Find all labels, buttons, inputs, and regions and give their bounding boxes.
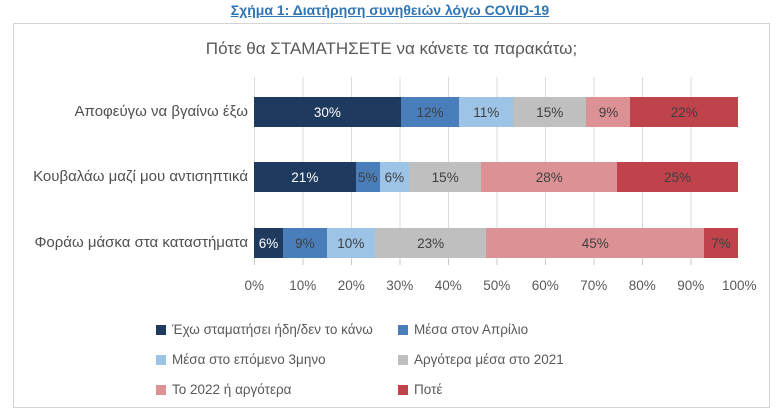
category-label: Φοράω μάσκα στα καταστήματα [34,234,248,251]
legend-item: Έχω σταματήσει ήδη/δεν το κάνω [156,321,416,338]
stacked-bar: 6% 9% 10% 23% 45% 7% [254,228,738,258]
legend-label: Το 2022 ή αργότερα [172,382,292,397]
chart-title: Πότε θα ΣΤΑΜΑΤΗΣΕΤΕ να κάνετε τα παρακάτ… [205,39,578,58]
x-axis-tick-label: 20% [337,278,365,293]
legend-swatch [398,324,408,335]
chart-container: Πότε θα ΣΤΑΜΑΤΗΣΕΤΕ να κάνετε τα παρακάτ… [13,23,770,408]
legend-item: Ποτέ [398,381,658,398]
x-axis-tick-label: 30% [386,278,414,293]
legend-swatch [398,384,408,395]
bar-segment: 9% [586,97,631,127]
legend-label: Μέσα στον Απρίλιο [414,322,529,337]
bar-segment: 6% [254,228,284,258]
legend-swatch [156,384,166,395]
bar-segment: 25% [617,162,738,192]
category-label: Αποφεύγω να βγαίνω έξω [74,103,248,120]
x-axis-tick-label: 100% [721,278,757,293]
stacked-bar: 30% 12% 11% 15% 9% 22% [254,97,739,127]
stacked-bar: 21% 5% 6% 15% 28% 25% [254,162,738,192]
bar-segment: 12% [400,97,460,127]
legend-item: Μέσα στον Απρίλιο [398,321,658,338]
legend-column-2: Μέσα στον Απρίλιο Αργότερα μέσα στο 2021 Π… [398,321,658,411]
figure-caption: Σχήμα 1: Διατήρηση συνηθειών λόγω COVID-… [230,2,550,18]
legend-swatch [398,354,408,365]
bar-segment: 15% [408,162,482,192]
x-axis-tick-label: 80% [628,278,656,293]
legend-swatch [156,354,166,365]
legend-label: Ποτέ [414,382,443,397]
x-axis-tick-label: 50% [483,278,511,293]
bar-segment: 9% [283,228,327,258]
x-axis-tick-label: 90% [677,278,705,293]
bar-segment: 7% [704,228,738,258]
bar-segment: 45% [486,228,705,258]
x-axis-tick-label: 60% [531,278,559,293]
x-axis-tickmarks [254,259,739,265]
bar-segment: 6% [379,162,409,192]
bar-segment: 23% [375,228,487,258]
bar-segment: 28% [481,162,617,192]
legend-label: Μέσα στο επόμενο 3μηνο [172,352,326,367]
bar-segment: 15% [513,97,587,127]
bar-segment: 22% [630,97,739,127]
legend-item: Το 2022 ή αργότερα [156,381,416,398]
bar-segment: 30% [254,97,401,127]
category-label: Κουβαλάω μαζί μου αντισηπτικά [33,168,248,185]
x-axis-tick-label: 0% [244,278,264,293]
legend-label: Αργότερα μέσα στο 2021 [414,352,564,367]
x-axis-tick-label: 10% [289,278,317,293]
legend-column-1: Έχω σταματήσει ήδη/δεν το κάνω Μέσα στο ε… [156,321,416,411]
x-axis-tick-label: 70% [580,278,608,293]
bar-segment: 11% [459,97,514,127]
bar-segment: 5% [355,162,380,192]
legend-label: Έχω σταματήσει ήδη/δεν το κάνω [172,322,373,337]
legend-item: Μέσα στο επόμενο 3μηνο [156,351,416,368]
bar-segment: 10% [326,228,376,258]
legend-swatch [156,324,166,335]
legend-item: Αργότερα μέσα στο 2021 [398,351,658,368]
x-axis-tick-label: 40% [434,278,462,293]
bar-segment: 21% [254,162,356,192]
x-axis: 0% 10% 20% 30% 40% 50% 60% 70% 80% 90% 100% [230,278,764,293]
